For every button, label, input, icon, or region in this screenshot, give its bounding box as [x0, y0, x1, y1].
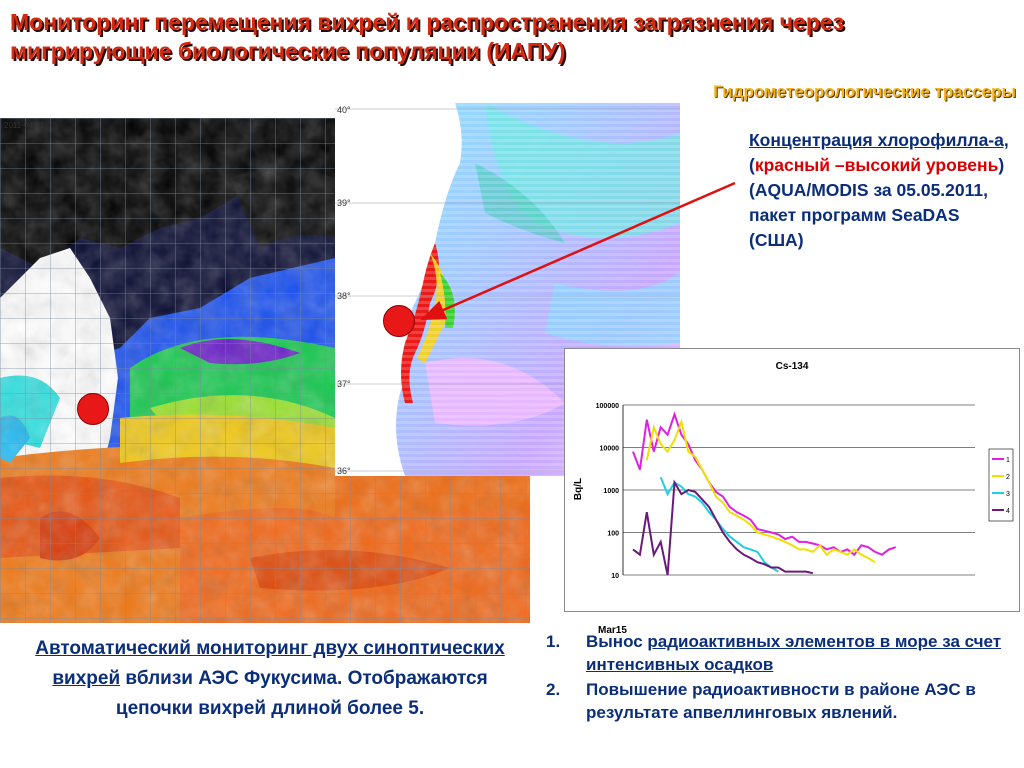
info-line1: Концентрация хлорофилла-а,: [749, 130, 1009, 150]
chlorophyll-map: 40° 39° 38° 37° 36°: [335, 103, 680, 476]
series-line-1: [633, 414, 965, 554]
lat-label-36: 36°: [337, 466, 351, 476]
info-open-paren: (: [749, 155, 755, 175]
cs134-chart: Cs-134 Bq/L 100000 10000 1000 100 10 1 2 3 4: [564, 348, 1020, 612]
caption-underlined: Автоматический мониторинг двух синоптиче…: [35, 638, 505, 689]
list-item-text: Вынос: [586, 632, 648, 651]
legend-label-1: 1: [1006, 457, 1010, 464]
chart-svg: Cs-134 Bq/L 100000 10000 1000 100 10 1 2 3 4: [573, 361, 1014, 580]
series-line-2: [645, 418, 876, 564]
legend-label-3: 3: [1006, 491, 1010, 498]
list-item: 2. Повышение радиоактивности в районе АЭ…: [546, 678, 1016, 724]
chart-x-first-label: Mar15: [598, 625, 627, 636]
list-item-number: 2.: [546, 680, 561, 699]
conclusions-list: 1. Вынос радиоактивных элементов в море …: [546, 630, 1016, 726]
legend-label-2: 2: [1006, 474, 1010, 481]
slide-title: Мониторинг перемещения вихрей и распрост…: [10, 9, 845, 64]
lat-label-38: 38°: [337, 291, 351, 301]
eddy-marker-left: [77, 393, 109, 425]
info-close-paren: ): [998, 155, 1005, 175]
lat-label-39: 39°: [337, 198, 351, 208]
list-item-text: Повышение радиоактивности в районе АЭС в…: [586, 680, 976, 722]
y-tick-label: 100000: [596, 403, 619, 410]
map-date-label: 2011-04-01: [4, 121, 45, 130]
list-item-underlined: радиоактивных элементов в море за счет и…: [586, 632, 1002, 674]
legend-label-4: 4: [1006, 508, 1010, 515]
eddy-satellite-map: 2011-04-01: [0, 118, 530, 623]
list-item-number: 1.: [546, 632, 561, 651]
chart-title: Cs-134: [776, 361, 809, 372]
list-item: 1. Вынос радиоактивных элементов в море …: [546, 630, 1016, 676]
map-caption: Автоматический мониторинг двух синоптиче…: [30, 634, 510, 724]
caption-rest: вблизи АЭС Фукусима. Отображаются цепочк…: [115, 668, 488, 719]
y-tick-label: 100: [607, 531, 619, 538]
y-tick-label: 10000: [600, 446, 620, 453]
slide-subtitle: Гидрометеорологические трассеры: [713, 82, 1016, 101]
y-tick-label: 10: [611, 573, 619, 580]
info-red-text: красный –высокий уровень: [754, 155, 999, 175]
chlorophyll-info: Концентрация хлорофилла-а, (красный –выс…: [749, 128, 1017, 253]
chart-ylabel: Bq/L: [573, 478, 584, 500]
series-line-4: [632, 479, 814, 576]
info-line3: (AQUA/MODIS за 05.05.2011, пакет програм…: [749, 180, 988, 250]
lat-label-37: 37°: [337, 379, 351, 389]
y-tick-label: 1000: [603, 488, 619, 495]
lat-label-40: 40°: [337, 105, 351, 115]
eddy-marker-right: [383, 305, 415, 337]
